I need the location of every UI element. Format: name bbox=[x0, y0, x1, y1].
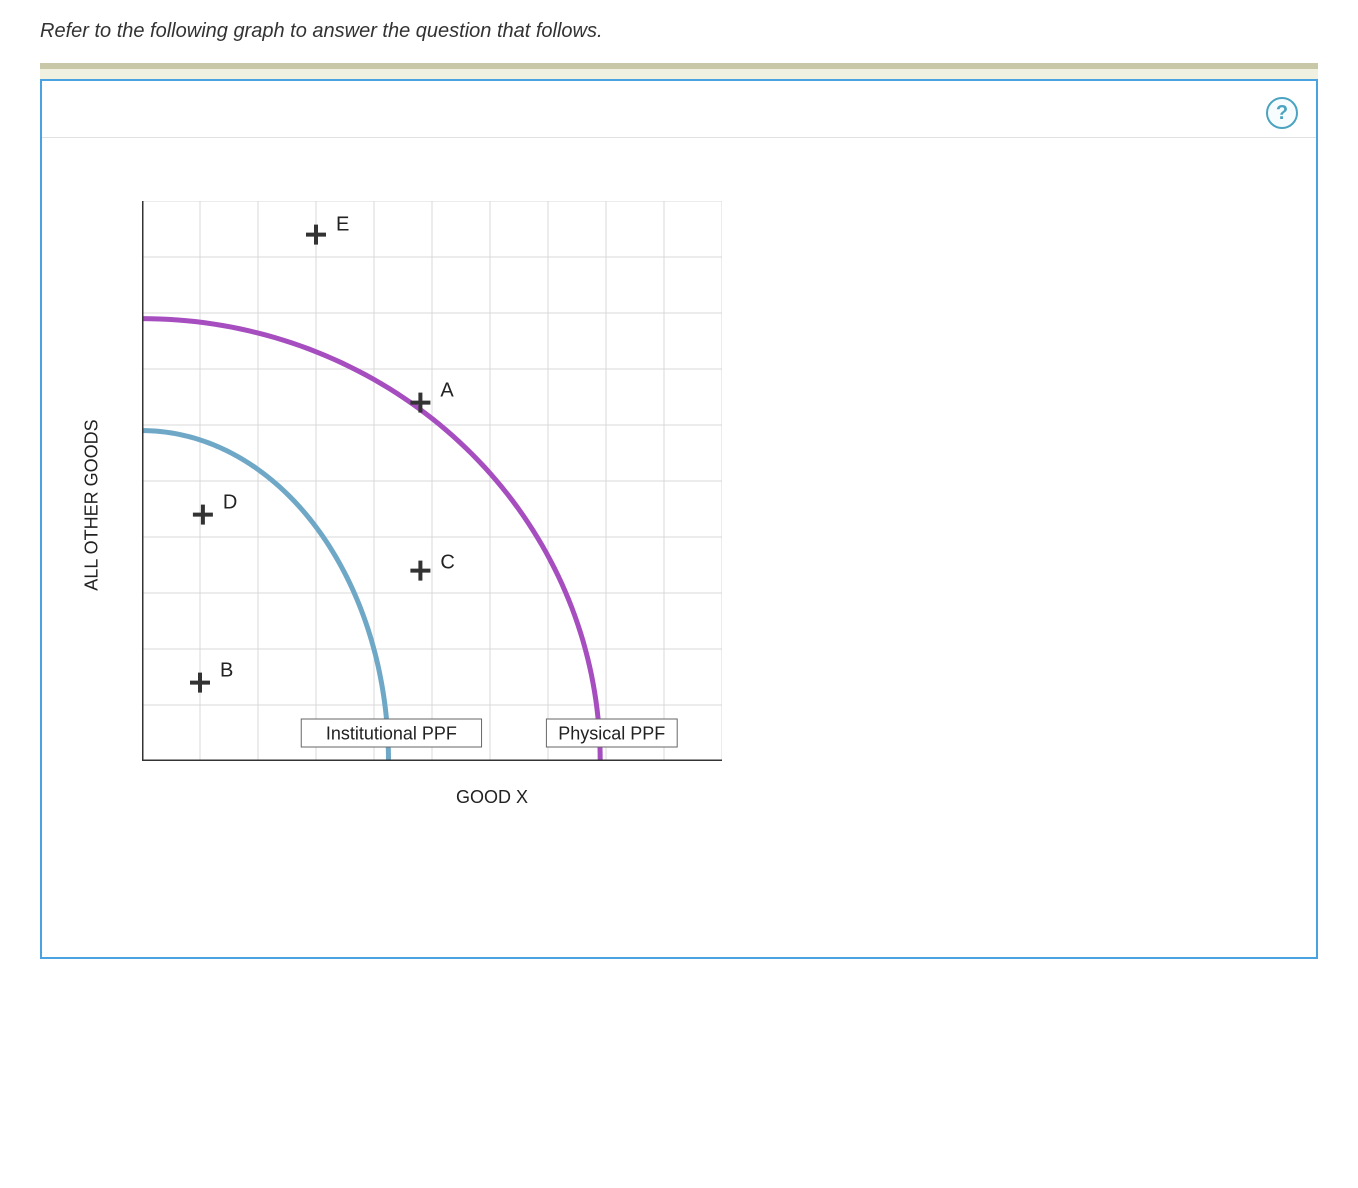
svg-text:C: C bbox=[440, 552, 454, 574]
svg-text:E: E bbox=[336, 214, 349, 236]
help-icon[interactable]: ? bbox=[1266, 97, 1298, 129]
svg-text:B: B bbox=[220, 660, 233, 682]
chart-container: ALL OTHER GOODS Institutional PPFPhysica… bbox=[142, 201, 842, 808]
x-axis-label: GOOD X bbox=[142, 787, 842, 808]
chart-curves bbox=[142, 319, 600, 761]
legend-institutional-ppf: Institutional PPF bbox=[301, 719, 481, 747]
point-c: C bbox=[410, 552, 454, 581]
y-axis-label: ALL OTHER GOODS bbox=[82, 419, 103, 590]
divider bbox=[40, 63, 1318, 79]
svg-text:A: A bbox=[440, 380, 454, 402]
svg-text:Physical PPF: Physical PPF bbox=[558, 723, 665, 743]
svg-text:Institutional PPF: Institutional PPF bbox=[326, 723, 457, 743]
physical-ppf-curve bbox=[142, 319, 600, 761]
legend-physical-ppf: Physical PPF bbox=[546, 719, 677, 747]
divider-light bbox=[40, 69, 1318, 79]
panel-header-rule bbox=[42, 137, 1316, 138]
point-e: E bbox=[306, 214, 349, 245]
graph-panel: ? ALL OTHER GOODS Institutional PPFPhysi… bbox=[40, 79, 1318, 959]
svg-text:D: D bbox=[223, 492, 237, 514]
ppf-chart: Institutional PPF Physical PPF E A D C B bbox=[142, 201, 722, 761]
question-prompt: Refer to the following graph to answer t… bbox=[40, 20, 1318, 43]
point-b: B bbox=[190, 660, 233, 693]
institutional-ppf-curve bbox=[142, 431, 389, 761]
chart-legend: Institutional PPF Physical PPF bbox=[301, 719, 677, 747]
